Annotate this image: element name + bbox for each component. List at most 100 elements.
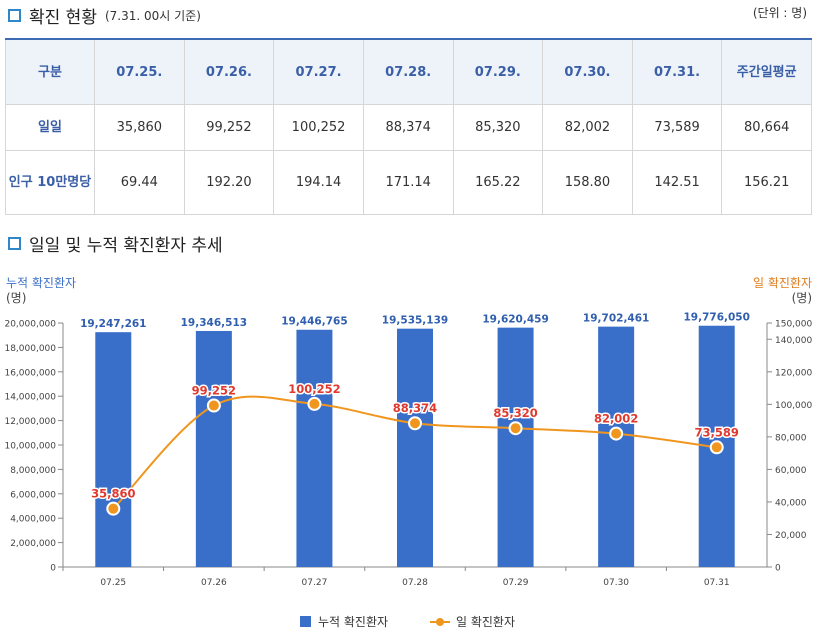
table-cell: 69.44	[94, 150, 185, 215]
section-header-status: 확진 현황 (7.31. 00시 기준)	[8, 3, 201, 28]
right-tick-label: 20,000	[775, 531, 807, 541]
right-tick-label: 120,000	[775, 368, 812, 378]
line-value-label: 73,589	[695, 425, 739, 439]
x-tick-label: 07.29	[503, 578, 529, 588]
line-value-label: 100,252	[288, 382, 340, 396]
table-cell: 194.14	[273, 150, 364, 215]
section-header-trend: 일일 및 누적 확진환자 추세	[8, 231, 223, 256]
line-point-daily	[408, 416, 422, 431]
square-bullet-icon	[8, 237, 21, 250]
table-cell: 73,589	[631, 104, 723, 151]
x-tick-label: 07.27	[302, 578, 328, 588]
bar-cumulative	[397, 328, 433, 567]
table-header-row: 구분 07.25. 07.26. 07.27. 07.28. 07.29. 07…	[5, 38, 812, 105]
row-label: 인구 10만명당	[5, 150, 95, 215]
line-value-label: 88,374	[393, 401, 437, 415]
bar-cumulative	[296, 329, 333, 567]
table-cell: 35,860	[94, 104, 185, 151]
x-tick-label: 07.30	[603, 578, 629, 588]
table-cell: 142.51	[631, 150, 723, 215]
table-cell: 158.80	[542, 150, 633, 215]
col-header: 07.29.	[452, 38, 544, 105]
legend-label-bar: 누적 확진환자	[318, 615, 388, 629]
bar-cumulative	[497, 327, 534, 567]
section-subtitle: (7.31. 00시 기준)	[104, 9, 201, 23]
col-header: 07.31.	[631, 38, 723, 105]
table-cell: 171.14	[362, 150, 454, 215]
bar-value-label: 19,247,261	[80, 318, 146, 330]
table-cell: 88,374	[362, 104, 454, 151]
left-tick-label: 20,000,000	[4, 320, 56, 330]
col-header: 07.26.	[183, 38, 275, 105]
table-row: 인구 10만명당 69.44 192.20 194.14 171.14 165.…	[5, 150, 812, 215]
col-header: 07.27.	[273, 38, 364, 105]
left-tick-label: 14,000,000	[4, 393, 56, 403]
status-table: 구분 07.25. 07.26. 07.27. 07.28. 07.29. 07…	[5, 38, 812, 215]
left-axis-unit: (명)	[6, 291, 26, 305]
line-value-label: 99,252	[192, 384, 236, 398]
col-header: 07.25.	[94, 38, 185, 105]
right-tick-label: 40,000	[775, 498, 807, 508]
x-tick-label: 07.28	[402, 578, 428, 588]
right-tick-label: 150,000	[775, 320, 812, 330]
table-cell: 156.21	[721, 150, 812, 215]
col-header: 07.30.	[542, 38, 633, 105]
col-header: 구분	[5, 38, 95, 105]
left-tick-label: 0	[50, 564, 56, 574]
left-axis-title: 누적 확진환자	[6, 276, 76, 290]
bar-value-label: 19,535,139	[382, 315, 448, 327]
right-tick-label: 0	[775, 564, 781, 574]
table-cell: 165.22	[452, 150, 544, 215]
table-cell: 192.20	[183, 150, 275, 215]
left-tick-label: 8,000,000	[10, 466, 56, 476]
table-cell: 100,252	[273, 104, 364, 151]
section-title: 확진 현황	[29, 8, 97, 28]
bar-cumulative	[195, 330, 232, 567]
bar-value-label: 19,620,459	[482, 314, 548, 326]
table-cell: 80,664	[721, 104, 812, 151]
col-header: 주간일평균	[721, 38, 812, 105]
x-tick-label: 07.31	[704, 578, 730, 588]
line-point-daily	[508, 421, 523, 436]
table-row: 일일 35,860 99,252 100,252 88,374 85,320 8…	[5, 104, 812, 151]
x-tick-label: 07.25	[100, 578, 126, 588]
trend-chart: 누적 확진환자(명)일 확진환자(명)02,000,0004,000,0006,…	[4, 276, 812, 629]
right-tick-label: 100,000	[775, 401, 812, 411]
line-point-daily	[307, 396, 322, 411]
bar-value-label: 19,446,765	[281, 316, 347, 328]
row-label: 일일	[5, 104, 95, 151]
right-tick-label: 140,000	[775, 336, 812, 346]
unit-label: (단위 : 명)	[752, 6, 807, 20]
table-cell: 82,002	[542, 104, 633, 151]
line-point-daily	[106, 501, 121, 516]
bar-value-label: 19,346,513	[181, 317, 247, 329]
right-tick-label: 80,000	[775, 433, 807, 443]
left-tick-label: 4,000,000	[10, 515, 56, 525]
bar-cumulative	[598, 326, 635, 567]
left-tick-label: 12,000,000	[4, 417, 56, 427]
table-cell: 99,252	[183, 104, 275, 151]
bar-value-label: 19,776,050	[683, 312, 749, 324]
col-header: 07.28.	[362, 38, 454, 105]
line-point-daily	[709, 440, 724, 455]
square-bullet-icon	[8, 9, 21, 22]
x-tick-label: 07.26	[201, 578, 227, 588]
left-tick-label: 18,000,000	[4, 344, 56, 354]
legend-label-line: 일 확진환자	[456, 615, 515, 629]
legend-swatch-marker	[436, 618, 444, 626]
left-tick-label: 16,000,000	[4, 368, 56, 378]
line-value-label: 82,002	[594, 412, 638, 426]
left-tick-label: 2,000,000	[10, 539, 56, 549]
line-point-daily	[609, 426, 624, 441]
table-cell: 85,320	[452, 104, 544, 151]
right-axis-title: 일 확진환자	[753, 276, 812, 290]
bar-value-label: 19,702,461	[583, 313, 649, 325]
left-tick-label: 6,000,000	[10, 490, 56, 500]
bar-cumulative	[95, 332, 132, 567]
line-value-label: 35,860	[91, 487, 135, 501]
right-axis-unit: (명)	[792, 291, 812, 305]
legend-swatch-bar	[300, 616, 311, 627]
line-point-daily	[206, 398, 221, 413]
line-value-label: 85,320	[493, 406, 537, 420]
section-title: 일일 및 누적 확진환자 추세	[29, 236, 223, 256]
